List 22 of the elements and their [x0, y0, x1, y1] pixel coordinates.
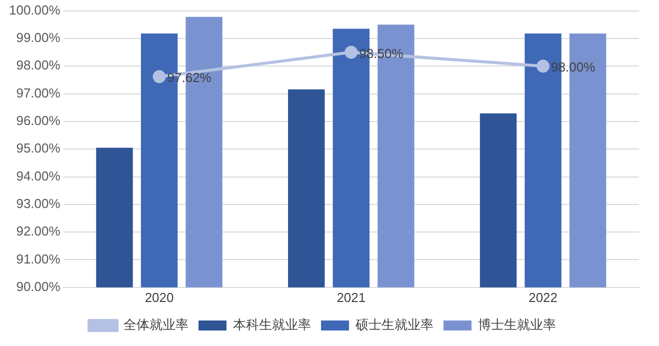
y-tick-label: 95.00%: [16, 140, 61, 156]
y-tick-label: 94.00%: [16, 168, 61, 184]
point: [536, 60, 550, 73]
y-tick-label: 98.00%: [16, 58, 61, 73]
legend-label: 全体就业率: [124, 317, 188, 332]
point: [344, 46, 358, 59]
y-tick-label: 97.00%: [16, 85, 61, 100]
point: [152, 70, 166, 84]
y-tick-label: 96.00%: [16, 113, 61, 128]
y-tick-label: 91.00%: [16, 251, 61, 266]
x-tick-label: 2022: [528, 290, 558, 305]
y-tick-label: 92.00%: [16, 224, 61, 239]
x-tick-label: 2021: [336, 290, 366, 305]
legend-label: 博士生就业率: [478, 317, 556, 332]
data-label: 98.50%: [359, 46, 404, 61]
y-tick-label: 93.00%: [16, 196, 61, 211]
x-tick-label: 2020: [144, 290, 174, 305]
y-tick-label: 99.00%: [16, 30, 61, 46]
y-tick-label: 90.00%: [16, 278, 61, 294]
legend-label: 本科生就业率: [233, 317, 311, 332]
y-tick-label: 100.00%: [8, 2, 61, 18]
legend-label: 硕士生就业率: [354, 317, 434, 332]
